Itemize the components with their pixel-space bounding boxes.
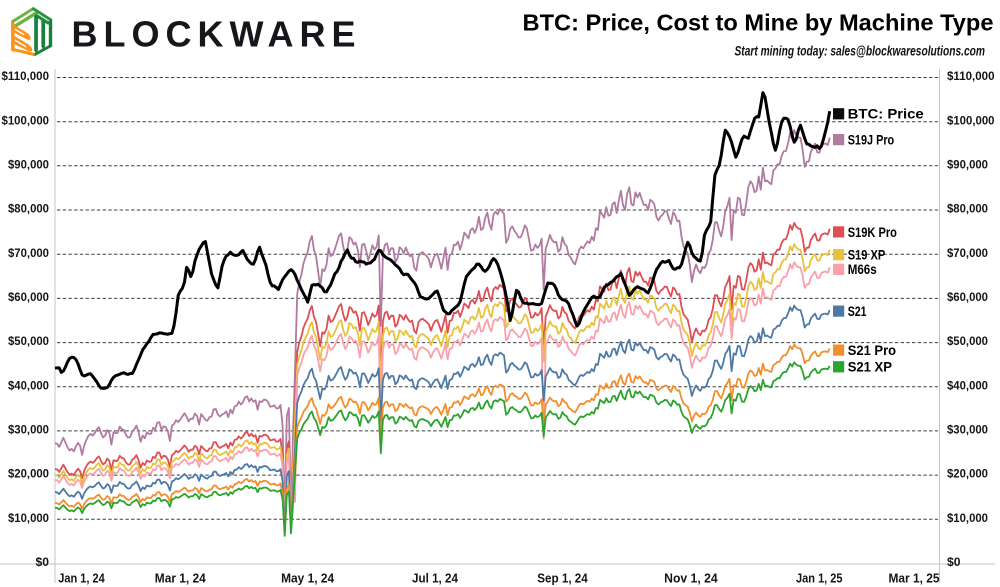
svg-text:$110,000: $110,000 bbox=[947, 69, 995, 83]
svg-text:$100,000: $100,000 bbox=[947, 113, 995, 127]
svg-text:$50,000: $50,000 bbox=[947, 334, 988, 348]
svg-text:$110,000: $110,000 bbox=[2, 69, 50, 83]
svg-text:$30,000: $30,000 bbox=[8, 423, 49, 437]
svg-text:Start mining today: sales@bloc: Start mining today: sales@blockwaresolut… bbox=[735, 43, 986, 58]
svg-text:$10,000: $10,000 bbox=[8, 511, 49, 525]
svg-text:Jan 1, 24: Jan 1, 24 bbox=[58, 571, 105, 586]
svg-text:S19 XP: S19 XP bbox=[848, 247, 886, 263]
svg-text:$100,000: $100,000 bbox=[2, 113, 50, 127]
svg-text:Mar 1, 24: Mar 1, 24 bbox=[155, 571, 207, 586]
svg-text:$90,000: $90,000 bbox=[947, 157, 988, 171]
svg-text:Jan 1, 25: Jan 1, 25 bbox=[796, 571, 843, 586]
svg-text:$80,000: $80,000 bbox=[947, 202, 988, 216]
svg-text:$20,000: $20,000 bbox=[8, 467, 49, 481]
svg-text:$90,000: $90,000 bbox=[8, 157, 49, 171]
svg-text:M66s: M66s bbox=[848, 261, 877, 277]
svg-text:$60,000: $60,000 bbox=[8, 290, 49, 304]
svg-text:S21 Pro: S21 Pro bbox=[848, 342, 896, 358]
svg-text:$70,000: $70,000 bbox=[8, 246, 49, 260]
svg-text:$40,000: $40,000 bbox=[8, 378, 49, 392]
svg-text:S21 XP: S21 XP bbox=[848, 359, 892, 375]
svg-text:BTC: Price: BTC: Price bbox=[848, 106, 924, 122]
svg-text:$10,000: $10,000 bbox=[947, 511, 988, 525]
svg-text:S19J Pro: S19J Pro bbox=[848, 132, 895, 148]
svg-text:May 1, 24: May 1, 24 bbox=[281, 571, 335, 586]
svg-text:$80,000: $80,000 bbox=[8, 202, 49, 216]
svg-text:S21: S21 bbox=[848, 303, 867, 319]
svg-text:BTC: Price, Cost to Mine by Ma: BTC: Price, Cost to Mine by Machine Type bbox=[523, 10, 994, 36]
svg-text:$40,000: $40,000 bbox=[947, 378, 988, 392]
svg-text:Sep 1, 24: Sep 1, 24 bbox=[537, 571, 588, 586]
svg-text:Nov 1, 24: Nov 1, 24 bbox=[664, 571, 718, 586]
svg-text:Mar 1, 25: Mar 1, 25 bbox=[889, 571, 940, 586]
svg-text:$0: $0 bbox=[36, 555, 50, 569]
svg-text:BLOCKWARE: BLOCKWARE bbox=[72, 14, 356, 55]
svg-text:$60,000: $60,000 bbox=[947, 290, 988, 304]
svg-text:Jul 1, 24: Jul 1, 24 bbox=[412, 571, 459, 586]
svg-text:$20,000: $20,000 bbox=[947, 467, 988, 481]
svg-text:$30,000: $30,000 bbox=[947, 423, 988, 437]
svg-text:$70,000: $70,000 bbox=[947, 246, 988, 260]
svg-text:$0: $0 bbox=[947, 555, 961, 569]
svg-text:S19K Pro: S19K Pro bbox=[848, 224, 897, 240]
svg-text:$50,000: $50,000 bbox=[8, 334, 49, 348]
